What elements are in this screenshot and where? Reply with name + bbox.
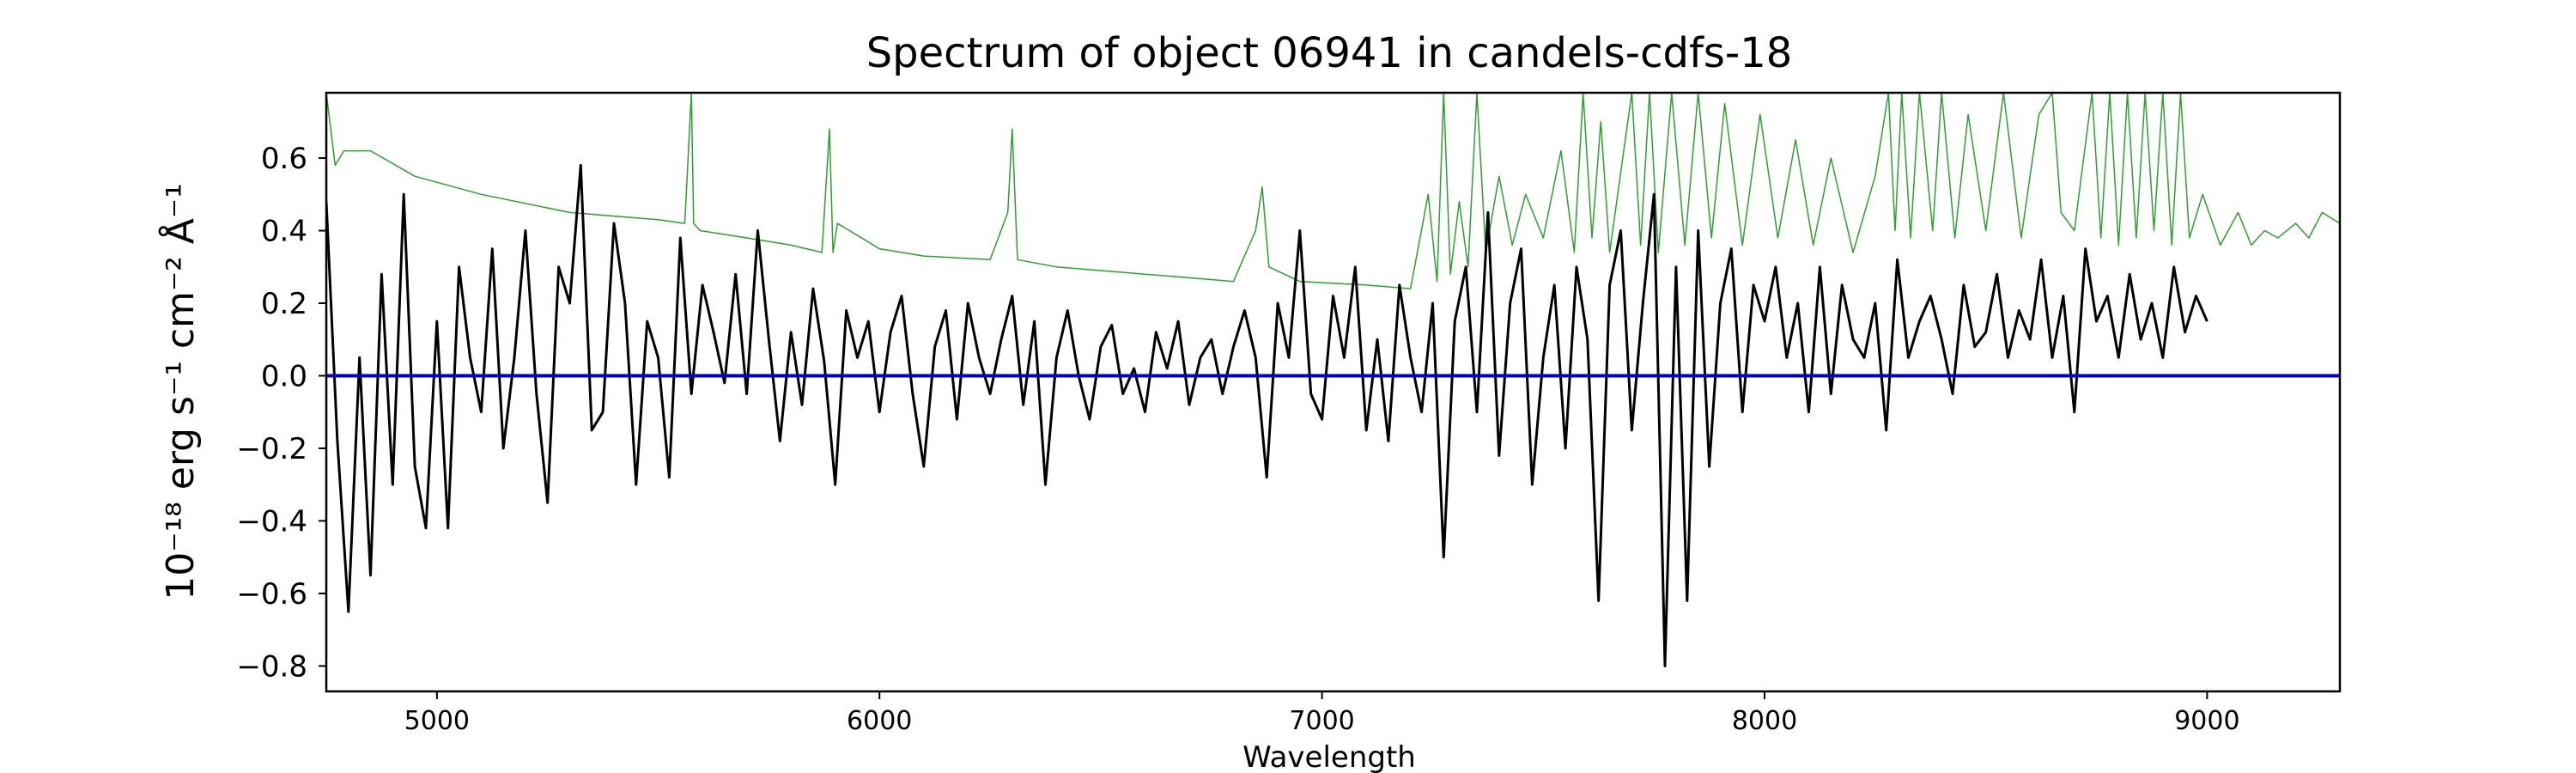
chart-title: Spectrum of object 06941 in candels-cdfs… [866, 29, 1793, 77]
y-axis-label: 10⁻¹⁸ erg s⁻¹ cm⁻² Å⁻¹ [157, 183, 203, 600]
x-axis: 5000 6000 7000 8000 9000 [404, 691, 2240, 736]
y-tick-label: −0.6 [236, 577, 307, 612]
x-tick-label: 6000 [847, 706, 912, 736]
y-tick-label: 0.6 [261, 142, 307, 176]
y-tick-label: 0.4 [261, 215, 307, 249]
flux-series-line [326, 164, 2208, 667]
y-axis: −0.8 −0.6 −0.4 −0.2 0.0 0.2 0.4 0.6 [236, 142, 326, 684]
x-axis-label: Wavelength [1242, 740, 1416, 773]
x-tick-label: 8000 [1732, 706, 1797, 736]
y-tick-label: 0.2 [261, 287, 307, 321]
x-tick-label: 5000 [404, 706, 470, 736]
error-series-line [326, 93, 2340, 289]
plot-area [326, 93, 2340, 667]
y-tick-label: −0.8 [236, 649, 307, 684]
y-tick-label: −0.2 [236, 432, 307, 466]
x-tick-label: 7000 [1289, 706, 1354, 736]
x-tick-label: 9000 [2174, 706, 2239, 736]
y-tick-label: 0.0 [261, 359, 307, 393]
y-tick-label: −0.4 [236, 504, 307, 539]
plot-frame [325, 91, 2342, 693]
